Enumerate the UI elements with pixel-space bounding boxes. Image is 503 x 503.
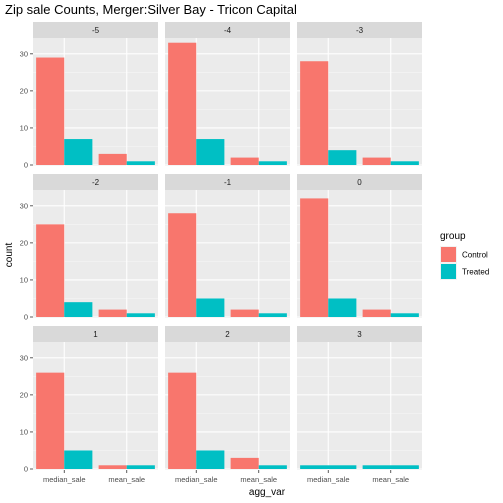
legend-label-control: Control [462, 251, 488, 260]
bar-treated-mean_sale [126, 313, 155, 317]
bar-control-median_sale [36, 57, 65, 165]
facet-strip-label: -1 [224, 178, 232, 187]
y-tick-label: 20 [20, 390, 28, 399]
bar-control-mean_sale [98, 153, 127, 165]
facet-strip-label: -5 [92, 26, 100, 35]
legend-key-treated [441, 264, 456, 279]
bar-treated-median_sale [196, 298, 225, 317]
bar-control-mean_sale [98, 465, 127, 469]
y-tick-label: 30 [20, 353, 28, 362]
bar-treated-mean_sale [126, 161, 155, 165]
bar-control-mean_sale [362, 309, 391, 317]
bar-treated-mean_sale [258, 313, 287, 317]
facet-strip [165, 326, 290, 342]
facet-panel: -1 [165, 174, 290, 318]
bar-control-mean_sale [230, 457, 259, 469]
bar-treated-median_sale [64, 450, 93, 469]
facet-panel: 0 [297, 174, 422, 318]
facet-strip [33, 22, 158, 38]
facet-panel: -5 0 10 20 30 [20, 22, 158, 170]
bar-treated-mean_sale [258, 161, 287, 165]
bar-control-median_sale [168, 42, 197, 165]
y-tick-label: 0 [24, 313, 28, 322]
bar-control-median_sale [300, 61, 329, 166]
bar-treated-median_sale [64, 302, 93, 317]
bar-treated-mean_sale [390, 161, 419, 165]
bar-treated-mean_sale [362, 465, 419, 469]
bar-control-mean_sale [98, 309, 127, 317]
facet-strip-label: -2 [92, 178, 100, 187]
x-tick-label: mean_sale [108, 475, 145, 484]
legend-title: group [440, 231, 466, 242]
legend-label-treated: Treated [462, 268, 489, 277]
facet-strip [297, 22, 422, 38]
facet-strip-label: -4 [224, 26, 232, 35]
facet-strip [297, 174, 422, 190]
bar-treated-mean_sale [126, 465, 155, 469]
facet-strip-label: 0 [357, 178, 362, 187]
x-tick-label: median_sale [43, 475, 86, 484]
y-tick-label: 10 [20, 124, 28, 133]
bar-treated-median_sale [300, 465, 357, 469]
bar-control-mean_sale [230, 157, 259, 165]
facet-strip [33, 326, 158, 342]
facet-panel: -4 [165, 22, 290, 166]
y-tick-label: 0 [24, 465, 28, 474]
bar-control-median_sale [168, 213, 197, 317]
bar-treated-median_sale [64, 139, 93, 165]
legend-key-control [441, 247, 456, 262]
y-tick-label: 0 [24, 161, 28, 170]
facet-strip [165, 22, 290, 38]
bar-treated-median_sale [328, 298, 357, 317]
facet-panel: -2 0 10 20 30 [20, 174, 158, 322]
y-tick-label: 30 [20, 201, 28, 210]
y-tick-label: 10 [20, 428, 28, 437]
bar-treated-mean_sale [258, 465, 287, 469]
bar-control-mean_sale [362, 157, 391, 165]
chart-title: Zip sale Counts, Merger:Silver Bay - Tri… [5, 2, 297, 17]
legend: group Control Treated [440, 231, 489, 280]
x-tick-label: mean_sale [372, 475, 409, 484]
facet-panel: 2 median_sale mean_sale [165, 326, 290, 484]
bar-treated-median_sale [196, 450, 225, 469]
bar-control-median_sale [168, 372, 197, 469]
facet-panel: -3 [297, 22, 422, 166]
facet-strip [297, 326, 422, 342]
panel-background [297, 342, 422, 470]
facet-strip-label: 3 [357, 330, 362, 339]
bar-treated-mean_sale [390, 313, 419, 317]
facet-panel: 3 median_sale mean_sale [297, 326, 422, 484]
bar-treated-median_sale [196, 139, 225, 165]
bar-control-mean_sale [230, 309, 259, 317]
x-tick-label: median_sale [307, 475, 350, 484]
y-tick-label: 30 [20, 49, 28, 58]
facet-strip-label: -3 [356, 26, 364, 35]
y-axis-title: count [4, 243, 15, 268]
x-tick-label: mean_sale [240, 475, 277, 484]
x-axis-title: agg_var [249, 487, 286, 498]
y-tick-label: 10 [20, 276, 28, 285]
bar-control-median_sale [36, 372, 65, 469]
x-tick-label: median_sale [175, 475, 218, 484]
facet-strip-label: 2 [225, 330, 230, 339]
y-tick-label: 20 [20, 238, 28, 247]
facet-strip [33, 174, 158, 190]
facet-strip [165, 174, 290, 190]
y-tick-label: 20 [20, 86, 28, 95]
bar-control-median_sale [300, 198, 329, 317]
bar-control-median_sale [36, 224, 65, 317]
facet-strip-label: 1 [93, 330, 98, 339]
bar-treated-median_sale [328, 150, 357, 165]
